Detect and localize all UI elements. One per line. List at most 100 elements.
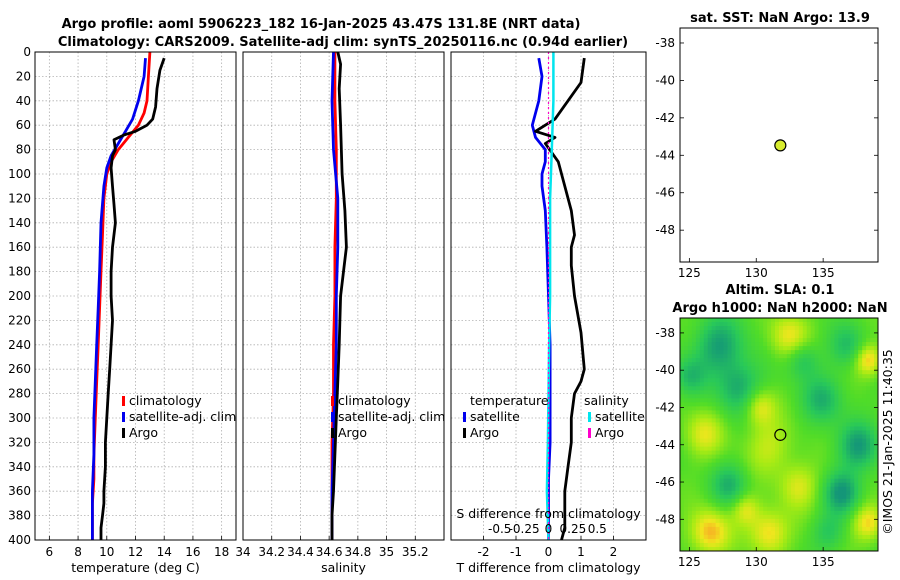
sla-cell xyxy=(779,322,784,327)
sla-cell xyxy=(751,326,756,331)
sla-cell xyxy=(743,342,748,347)
sla-cell xyxy=(838,542,843,548)
sla-cell xyxy=(834,534,839,540)
sla-cell xyxy=(850,514,855,520)
sla-cell xyxy=(755,378,760,383)
sla-cell xyxy=(870,470,875,476)
sla-cell xyxy=(739,386,744,391)
sla-cell xyxy=(751,458,756,464)
sla-cell xyxy=(751,334,756,339)
sla-cell xyxy=(794,466,800,472)
sla-cell xyxy=(727,390,732,395)
sla-cell xyxy=(735,338,740,343)
sla-cell xyxy=(727,346,732,351)
sla-cell xyxy=(842,526,847,532)
sla-cell xyxy=(735,482,740,488)
sla-cell xyxy=(830,458,835,464)
sla-cell xyxy=(743,498,748,504)
sla-cell xyxy=(838,346,843,351)
sla-cell xyxy=(699,398,705,403)
sla-cell xyxy=(838,530,843,536)
sla-cell xyxy=(826,398,831,403)
lat-tick-label: -40 xyxy=(655,363,675,377)
sla-cell xyxy=(834,414,839,419)
sla-cell xyxy=(838,394,843,399)
sla-cell xyxy=(866,370,871,375)
sla-cell xyxy=(814,390,819,395)
sla-cell xyxy=(691,354,697,359)
sla-cell xyxy=(759,442,764,447)
sla-cell xyxy=(723,434,728,439)
sla-cell xyxy=(775,446,780,451)
sla-cell xyxy=(874,522,879,528)
sla-cell xyxy=(826,338,831,343)
sla-cell xyxy=(683,330,689,335)
sla-cell xyxy=(806,414,812,419)
sla-cell xyxy=(830,322,835,327)
sla-cell xyxy=(775,354,780,359)
sla-cell xyxy=(771,338,776,343)
sla-cell xyxy=(707,506,713,512)
sla-cell xyxy=(699,370,705,375)
sla-cell xyxy=(830,370,835,375)
sla-cell xyxy=(874,514,879,520)
sla-cell xyxy=(767,394,772,399)
sla-cell xyxy=(735,454,740,460)
sla-cell xyxy=(711,398,717,403)
sla-cell xyxy=(731,410,736,415)
sla-cell xyxy=(850,330,855,335)
sla-cell xyxy=(786,426,792,431)
sla-cell xyxy=(767,438,772,443)
sla-cell xyxy=(850,490,855,496)
sla-cell xyxy=(751,350,756,355)
sla-cell xyxy=(870,390,875,395)
sla-cell xyxy=(751,434,756,439)
sla-cell xyxy=(870,542,875,548)
sla-cell xyxy=(727,442,732,447)
sla-cell xyxy=(759,346,764,351)
sla-cell xyxy=(739,410,744,415)
sla-cell xyxy=(743,390,748,395)
sla-cell xyxy=(806,318,812,323)
sla-cell xyxy=(691,350,697,355)
sla-cell xyxy=(854,542,859,548)
y-tick-label: 120 xyxy=(8,191,31,205)
sla-cell xyxy=(866,534,871,540)
sla-cell xyxy=(755,422,760,427)
sla-cell xyxy=(751,342,756,347)
sla-cell xyxy=(687,350,693,355)
sla-cell xyxy=(814,406,819,411)
sla-cell xyxy=(874,438,879,443)
legend-label-satellite: satellite-adj. clim xyxy=(338,409,445,424)
sla-cell xyxy=(854,422,859,427)
sla-cell xyxy=(858,334,863,339)
sla-cell xyxy=(830,486,835,492)
sla-cell xyxy=(771,486,776,492)
sla-cell xyxy=(790,334,796,339)
sla-cell xyxy=(786,402,792,407)
sla-cell xyxy=(786,546,792,552)
sla-cell xyxy=(763,398,768,403)
sla-cell xyxy=(802,342,808,347)
sla-cell xyxy=(786,450,792,455)
sla-cell xyxy=(723,454,728,460)
sla-cell xyxy=(711,466,717,472)
sla-cell xyxy=(755,426,760,431)
sla-cell xyxy=(870,418,875,423)
sla-cell xyxy=(858,398,863,403)
sla-cell xyxy=(747,490,752,496)
sla-cell xyxy=(703,382,709,387)
sla-cell xyxy=(699,498,705,504)
sla-cell xyxy=(731,542,736,548)
sla-cell xyxy=(854,534,859,540)
sla-cell xyxy=(866,338,871,343)
sla-cell xyxy=(739,338,744,343)
sla-cell xyxy=(680,346,685,351)
sla-cell xyxy=(680,434,685,439)
sla-cell xyxy=(810,366,816,371)
sla-cell xyxy=(842,366,847,371)
sla-cell xyxy=(695,322,701,327)
sla-cell xyxy=(707,398,713,403)
sla-cell xyxy=(691,458,697,464)
sla-cell xyxy=(862,358,867,363)
